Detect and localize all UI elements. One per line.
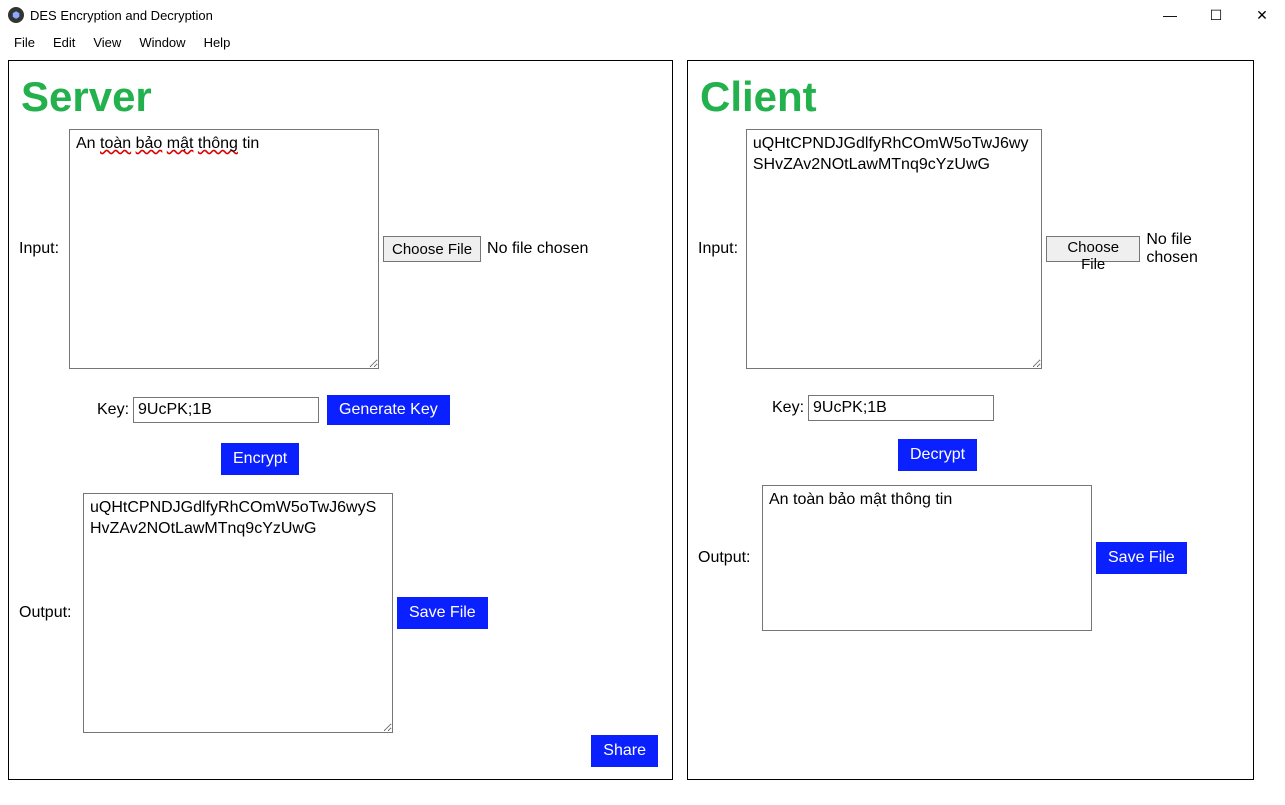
server-key-label: Key: bbox=[97, 401, 129, 419]
menu-edit[interactable]: Edit bbox=[45, 33, 83, 52]
server-output-label: Output: bbox=[19, 604, 79, 622]
maximize-button[interactable]: ☐ bbox=[1193, 0, 1239, 30]
client-no-file-label: No file chosen bbox=[1146, 231, 1243, 267]
server-panel: Server Input: An toàn bảo mật thông tin … bbox=[8, 60, 673, 780]
server-heading: Server bbox=[21, 73, 662, 121]
generate-key-button[interactable]: Generate Key bbox=[327, 395, 450, 425]
content-area: Server Input: An toàn bảo mật thông tin … bbox=[0, 54, 1285, 805]
app-icon: ⬢ bbox=[8, 7, 24, 23]
client-key-label: Key: bbox=[772, 399, 804, 417]
client-panel: Client Input: Choose File No file chosen… bbox=[687, 60, 1254, 780]
client-choose-file-button[interactable]: Choose File bbox=[1046, 236, 1140, 262]
server-output-textarea[interactable] bbox=[83, 493, 393, 733]
server-input-textarea[interactable]: An toàn bảo mật thông tin bbox=[69, 129, 379, 369]
menubar: File Edit View Window Help bbox=[0, 30, 1285, 54]
client-input-textarea[interactable] bbox=[746, 129, 1042, 369]
server-no-file-label: No file chosen bbox=[487, 240, 588, 258]
server-key-input[interactable] bbox=[133, 397, 319, 423]
decrypt-button[interactable]: Decrypt bbox=[898, 439, 977, 471]
encrypt-button[interactable]: Encrypt bbox=[221, 443, 299, 475]
menu-view[interactable]: View bbox=[85, 33, 129, 52]
client-heading: Client bbox=[700, 73, 1243, 121]
menu-help[interactable]: Help bbox=[196, 33, 239, 52]
client-input-label: Input: bbox=[698, 240, 742, 258]
client-output-label: Output: bbox=[698, 549, 758, 567]
window-controls: — ☐ ✕ bbox=[1147, 0, 1285, 30]
client-save-file-button[interactable]: Save File bbox=[1096, 542, 1187, 574]
window-title: DES Encryption and Decryption bbox=[30, 8, 213, 23]
minimize-button[interactable]: — bbox=[1147, 0, 1193, 30]
server-input-label: Input: bbox=[19, 240, 65, 258]
titlebar: ⬢ DES Encryption and Decryption — ☐ ✕ bbox=[0, 0, 1285, 30]
close-button[interactable]: ✕ bbox=[1239, 0, 1285, 30]
client-output-textarea[interactable]: An toàn bảo mật thông tin bbox=[762, 485, 1092, 631]
menu-window[interactable]: Window bbox=[131, 33, 193, 52]
menu-file[interactable]: File bbox=[6, 33, 43, 52]
server-save-file-button[interactable]: Save File bbox=[397, 597, 488, 629]
share-button[interactable]: Share bbox=[591, 735, 658, 767]
server-choose-file-button[interactable]: Choose File bbox=[383, 236, 481, 262]
client-key-input[interactable] bbox=[808, 395, 994, 421]
